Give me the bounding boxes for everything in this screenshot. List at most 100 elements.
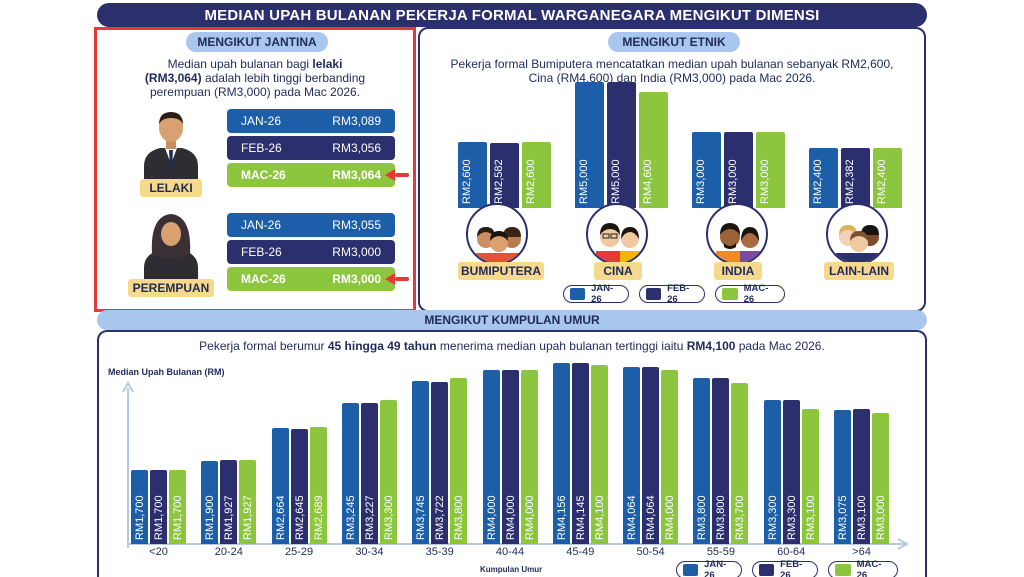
bar-value-label: RM2,645 [293,495,306,540]
bar-value-label: RM3,227 [363,495,376,540]
male-worker-icon [138,106,204,182]
male-row-mac: MAC-26 RM3,064 [227,163,395,187]
x-tick-label: 30-34 [355,546,384,558]
male-highlight-arrow [385,169,409,181]
lain-lain-label: LAIN-LAIN [824,262,894,280]
bar-value-label: RM3,300 [766,495,779,540]
female-worker-icon [138,210,204,282]
bar-bumiputera-jan-26 [458,142,487,208]
bar-value-label: RM4,156 [555,495,568,540]
bar-4549-mac-26 [590,365,608,544]
legend-feb: FEB-26 [639,283,705,305]
bar-value-label: RM3,300 [785,495,798,540]
bar-value-label: RM3,300 [382,495,395,540]
chinese-group-icon [586,203,648,265]
bar-value-label: RM1,700 [134,495,146,540]
bar-value-label: RM3,000 [727,159,739,204]
bar-value-label: RM4,000 [523,495,536,540]
bar-4044-feb-26 [501,370,519,544]
bar-5054-feb-26 [642,367,660,544]
page-title: MEDIAN UPAH BULANAN PEKERJA FORMAL WARGA… [97,3,927,27]
bar-value-label: RM4,000 [664,495,677,540]
bar-value-label: RM4,100 [593,495,606,540]
bar-64-mac-26 [872,413,889,544]
bumiputera-label: BUMIPUTERA [458,262,544,280]
bar-5559-jan-26 [693,378,711,544]
bar-6064-mac-26 [801,409,819,544]
bar-value-label: RM3,800 [715,495,728,540]
male-row-feb: FEB-26 RM3,056 [227,136,395,160]
female-row-feb: FEB-26 RM3,000 [227,240,395,264]
bar-value-label: RM4,600 [642,159,654,204]
bar-64-jan-26 [834,410,851,544]
bar-3539-mac-26 [450,378,468,544]
bar-value-label: RM3,700 [734,495,747,540]
bar-value-label: RM3,745 [415,495,428,540]
x-tick-label: 50-54 [636,546,665,558]
bar-value-label: RM2,600 [525,159,537,204]
bar-4549-feb-26 [571,363,589,544]
bar-20-feb-26 [150,470,167,544]
gender-header: MENGIKUT JANTINA [186,32,328,52]
bar-bumiputera-mac-26 [522,142,551,208]
x-tick-label: 60-64 [777,546,806,558]
legend-mac: MAC-26 [715,283,785,305]
x-tick-label: 20-24 [214,546,243,558]
bar-lainlain-mac-26 [873,148,902,208]
bar-value-label: RM3,000 [695,159,707,204]
bar-value-label: RM1,900 [204,495,217,540]
bar-india-jan-26 [692,132,721,208]
female-highlight-arrow [385,273,409,285]
bar-3539-jan-26 [412,381,430,544]
bar-value-label: RM1,700 [153,495,165,540]
bar-india-feb-26 [724,132,753,208]
bar-6064-jan-26 [763,400,781,544]
bar-value-label: RM2,400 [876,159,888,204]
bar-value-label: RM2,664 [274,495,287,540]
age-header: MENGIKUT KUMPULAN UMUR [97,310,927,330]
indian-group-icon [706,203,768,265]
bar-64-feb-26 [853,409,870,544]
bar-value-label: RM1,700 [172,495,184,540]
legend-jan: JAN-26 [676,559,742,577]
bar-value-label: RM2,689 [312,495,325,540]
bar-value-label: RM1,927 [223,495,236,540]
bar-3539-feb-26 [431,382,449,544]
bar-value-label: RM2,382 [844,159,856,204]
male-row-jan: JAN-26 RM3,089 [227,109,395,133]
bumiputera-group-icon [466,203,528,265]
bar-2529-mac-26 [309,427,327,544]
bar-value-label: RM5,000 [610,159,622,204]
bar-lainlain-feb-26 [841,148,870,208]
bar-2529-feb-26 [290,429,308,544]
y-axis-title: Median Upah Bulanan (RM) [108,367,225,377]
bar-value-label: RM5,000 [578,159,590,204]
bar-value-label: RM2,600 [461,159,473,204]
ethnic-header: MENGIKUT ETNIK [608,32,740,52]
age-description: Pekerja formal berumur 45 hingga 49 tahu… [199,339,825,353]
bar-cina-mac-26 [639,92,668,208]
bar-value-label: RM3,000 [875,495,887,540]
bar-lainlain-jan-26 [809,148,838,208]
x-tick-label: 45-49 [566,546,595,558]
bar-value-label: RM2,582 [493,159,505,204]
age-axes [122,380,910,550]
age-legend: JAN-26 FEB-26 MAC-26 [676,559,898,577]
bar-5054-mac-26 [661,370,679,544]
others-group-icon [826,203,888,265]
bar-4044-jan-26 [482,370,500,544]
female-label: PEREMPUAN [128,279,214,297]
x-tick-label: >64 [852,546,871,558]
x-tick-label: <20 [149,546,168,558]
x-tick-label: 40-44 [495,546,525,558]
bar-value-label: RM3,100 [856,495,868,540]
bar-5559-mac-26 [731,383,749,544]
bar-4549-jan-26 [552,363,570,544]
bar-india-mac-26 [756,132,785,208]
bar-value-label: RM4,064 [626,495,639,540]
legend-jan: JAN-26 [563,283,629,305]
bar-value-label: RM2,400 [812,159,824,204]
female-row-jan: JAN-26 RM3,055 [227,213,395,237]
bar-value-label: RM3,245 [344,495,357,540]
bar-value-label: RM1,927 [242,495,255,540]
